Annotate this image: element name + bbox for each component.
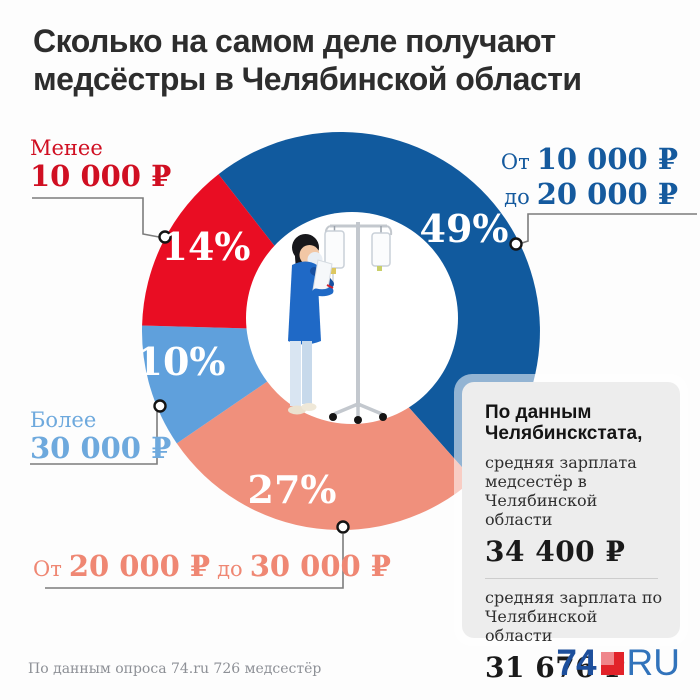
nurse-scrub-top (288, 261, 321, 345)
connector-20k-30k-line (45, 534, 344, 589)
stat-note-2: средняя зарплата по Челябинской области (485, 588, 666, 645)
iv-wheel-right (379, 413, 387, 421)
iv-port-left (330, 268, 336, 274)
label-10k-20k-line2: до 20 000 ₽ (501, 179, 678, 214)
segment-pct-more-30k: 10% (137, 339, 226, 384)
nurse-figure (288, 234, 334, 415)
site-logo: 74 RU (556, 642, 680, 683)
donut-segment-1 (176, 331, 474, 531)
nurse-leg-front (302, 341, 312, 404)
segment-pct-10k-20k: 49% (420, 206, 509, 251)
label-10k-20k-word2: до (504, 185, 530, 209)
nurse-shoe-back (288, 405, 306, 415)
nurse-syringe (326, 284, 334, 289)
percent-labels: 49% 27% 10% 14% (137, 206, 509, 512)
iv-base-legs (333, 402, 383, 417)
stat-card: По данным Челябинскстата, средняя зарплат… (462, 382, 680, 684)
title-line2: медсёстры в Челябинской области (33, 61, 582, 97)
connector-20k-30k-dot (336, 520, 350, 534)
nurse-shoe-front (301, 403, 317, 411)
iv-wheel-left (329, 413, 337, 421)
label-10k-20k: От 10 000 ₽ до 20 000 ₽ (501, 144, 678, 214)
logo-ru: RU (626, 642, 680, 683)
iv-wheel-center (354, 416, 362, 424)
label-less-10k-word: Менее (30, 136, 103, 160)
stat-heading-line1: По данным (485, 402, 592, 423)
label-10k-20k-line1: От 10 000 ₽ (501, 144, 678, 179)
stat-note1-line3: Челябинской области (485, 491, 598, 529)
label-more-30k-word: Более (30, 408, 97, 432)
nurse-illustration (288, 222, 393, 424)
label-10k-20k-amount1: 10 000 ₽ (536, 142, 678, 176)
stat-note2-line2: Челябинской области (485, 607, 598, 645)
nurse-forearm (312, 287, 334, 297)
connector-more-30k-line (30, 412, 158, 465)
stat-note1-line1: средняя зарплата (485, 453, 637, 472)
stat-note-1: средняя зарплата медсестёр в Челябинской о… (485, 453, 666, 529)
label-more-30k-amount: 30 000 ₽ (30, 431, 172, 465)
stat-value-1: 34 400 ₽ (485, 535, 626, 568)
logo-red-square-icon (600, 651, 624, 675)
connector-10k-20k-dot (509, 237, 523, 251)
iv-bag-right (371, 232, 391, 267)
stat-note1-line2: медсестёр в (485, 472, 587, 491)
stat-note2-line1: средняя зарплата по (485, 588, 663, 607)
connectors (30, 197, 697, 589)
label-20k-30k: От 20 000 ₽ до 30 000 ₽ (33, 551, 391, 586)
connector-less-10k-dot (158, 230, 172, 244)
connector-10k-20k-line (521, 213, 697, 244)
stat-heading-line2: Челябинскстата, (485, 423, 643, 444)
segment-pct-less-10k: 14% (162, 224, 251, 269)
label-more-30k: Более 30 000 ₽ (30, 408, 171, 464)
stat-card-divider (485, 578, 658, 579)
label-10k-20k-amount2: 20 000 ₽ (536, 177, 678, 211)
label-20k-30k-amount1: 20 000 ₽ (68, 549, 211, 583)
stat-card-heading: По данным Челябинскстата, (485, 402, 666, 444)
label-20k-30k-word1: От (33, 557, 62, 581)
label-20k-30k-word2: до (217, 557, 243, 581)
iv-port-right (377, 266, 382, 271)
logo-red-square-highlight (600, 651, 614, 665)
label-less-10k-amount: 10 000 ₽ (30, 159, 172, 193)
iv-stand-icon (324, 222, 393, 424)
segment-pct-20k-30k: 27% (248, 467, 337, 512)
connector-more-30k-dot (153, 399, 167, 413)
connector-less-10k-line (32, 197, 160, 238)
source-note: По данным опроса 74.ru 726 медсестёр (28, 661, 322, 677)
title-line1: Сколько на самом деле получают (33, 23, 556, 59)
iv-hook-right (386, 225, 393, 236)
nurse-leg-back (290, 341, 301, 406)
label-20k-30k-amount2: 30 000 ₽ (249, 549, 391, 583)
logo-74: 74 (556, 642, 596, 683)
page-title: Сколько на самом деле получают медсёстры … (33, 22, 582, 98)
label-10k-20k-word1: От (500, 150, 530, 174)
label-less-10k: Менее 10 000 ₽ (30, 136, 171, 192)
